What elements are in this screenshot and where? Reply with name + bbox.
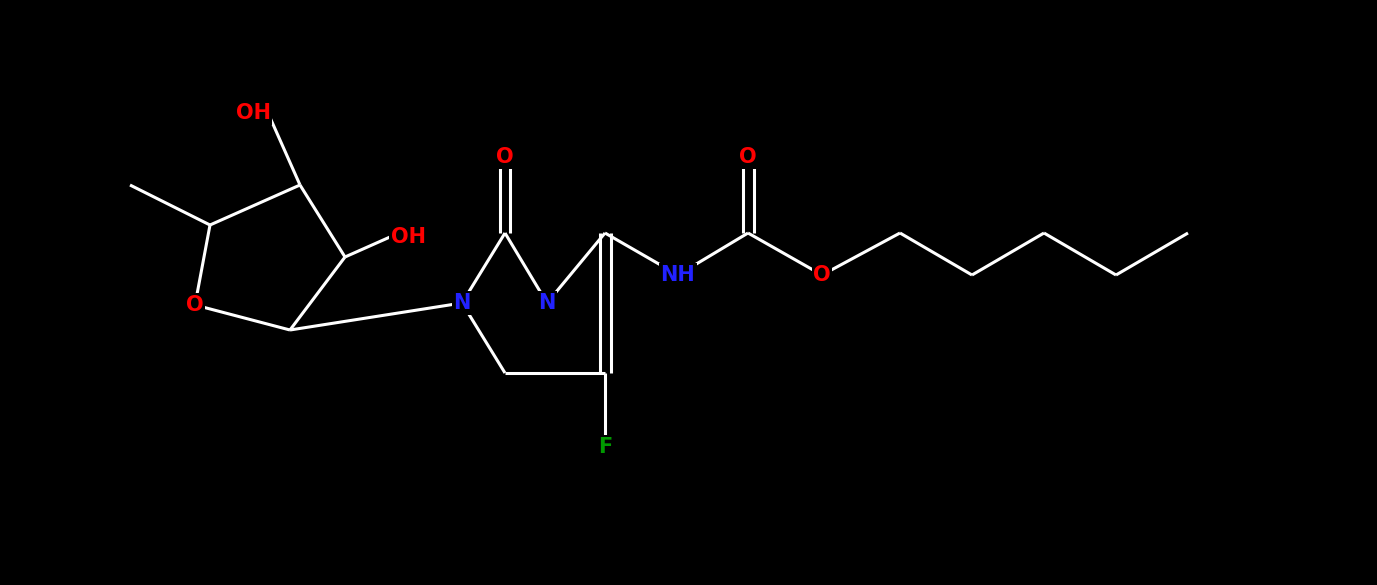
Text: O: O bbox=[186, 295, 204, 315]
Text: N: N bbox=[538, 293, 556, 313]
Text: O: O bbox=[496, 147, 514, 167]
Text: F: F bbox=[598, 437, 613, 457]
Text: O: O bbox=[814, 265, 830, 285]
Text: NH: NH bbox=[661, 265, 695, 285]
Text: N: N bbox=[453, 293, 471, 313]
Text: OH: OH bbox=[391, 227, 425, 247]
Text: OH: OH bbox=[235, 103, 270, 123]
Text: O: O bbox=[739, 147, 757, 167]
